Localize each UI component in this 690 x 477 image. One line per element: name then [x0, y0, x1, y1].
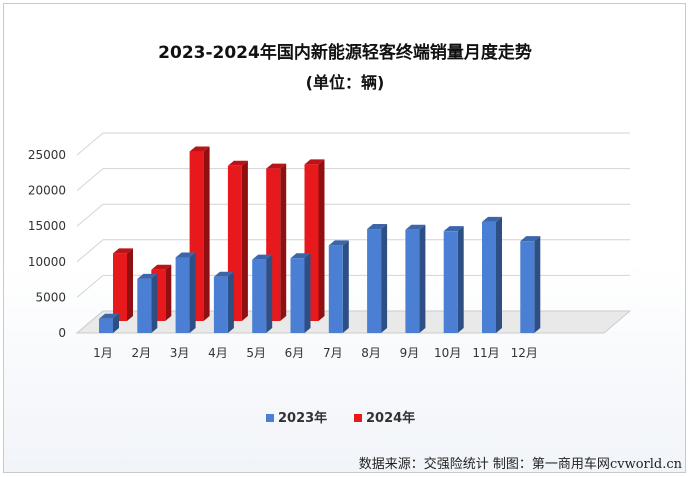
- bar-top: [290, 253, 311, 259]
- gridline: [76, 132, 630, 156]
- gridline: [76, 239, 630, 263]
- x-tick-label: 10月: [434, 346, 461, 360]
- bar-side: [318, 159, 325, 321]
- source-note: 数据来源：交强险统计 制图：第一商用车网cvworld.cn: [359, 453, 682, 472]
- bar-top: [266, 163, 287, 169]
- legend-item: 2024年: [354, 410, 415, 426]
- bar-side: [165, 264, 172, 321]
- chart-subtitle: (单位：辆): [305, 73, 385, 92]
- gridline: [76, 203, 630, 227]
- legend-swatch: [266, 414, 274, 422]
- bar-top: [328, 240, 349, 246]
- bar-2023: [252, 254, 273, 333]
- bar-front: [443, 231, 458, 333]
- bar-2023: [482, 216, 502, 333]
- bar-top: [443, 226, 464, 232]
- bar-side: [266, 254, 273, 333]
- bar-top: [189, 146, 210, 152]
- x-tick-label: 2月: [131, 346, 151, 360]
- bar-front: [290, 258, 305, 333]
- bar-front: [175, 257, 190, 333]
- bar-front: [520, 241, 535, 333]
- x-tick-label: 1月: [93, 346, 113, 360]
- bar-front: [213, 276, 228, 333]
- y-tick-label: 10000: [28, 255, 66, 269]
- bar-top: [151, 264, 172, 270]
- y-tick-label: 25000: [28, 148, 66, 162]
- y-tick-label: 20000: [28, 184, 66, 198]
- legend-label: 2024年: [366, 410, 415, 426]
- bar-top: [482, 216, 502, 222]
- bar-top: [137, 273, 158, 279]
- bar-front: [113, 253, 127, 321]
- x-tick-label: 8月: [361, 346, 381, 360]
- bar-side: [203, 146, 210, 321]
- y-tick-label: 5000: [35, 290, 66, 304]
- gridline: [76, 168, 630, 191]
- bar-2023: [290, 253, 311, 333]
- bar-2023: [328, 240, 349, 333]
- legend-item: 2023年: [266, 410, 327, 426]
- bar-2023: [520, 236, 541, 333]
- bar-front: [99, 318, 113, 333]
- bar-2023: [99, 313, 119, 333]
- bar-side: [381, 224, 388, 333]
- legend-swatch: [354, 414, 362, 422]
- bar-2023: [405, 224, 426, 333]
- bar-front: [137, 278, 152, 333]
- bar-top: [227, 160, 248, 166]
- bar-side: [304, 253, 311, 333]
- bar-side: [189, 252, 196, 333]
- bar-side: [457, 226, 464, 333]
- x-tick-label: 4月: [208, 346, 228, 360]
- bar-side: [127, 248, 133, 321]
- bar-top: [520, 236, 541, 242]
- x-tick-label: 9月: [400, 346, 420, 360]
- bar-top: [213, 271, 234, 277]
- bar-top: [367, 224, 388, 230]
- y-tick-label: 0: [58, 326, 66, 340]
- bar-side: [419, 224, 426, 333]
- chart-title: 2023-2024年国内新能源轻客终端销量月度走势: [158, 43, 532, 63]
- x-tick-label: 6月: [285, 346, 305, 360]
- bar-2023: [137, 273, 158, 333]
- bar-front: [328, 245, 343, 333]
- x-tick-label: 11月: [472, 346, 499, 360]
- bar-side: [241, 160, 248, 321]
- bar-2023: [443, 226, 464, 333]
- bar-side: [496, 216, 502, 333]
- bar-2023: [213, 271, 234, 333]
- bar-side: [534, 236, 541, 333]
- chart-frame: [3, 3, 686, 473]
- bar-side: [113, 313, 119, 333]
- bar-front: [252, 259, 267, 333]
- y-tick-label: 15000: [28, 219, 66, 233]
- bar-2023: [367, 224, 388, 333]
- bar-side: [151, 273, 158, 333]
- bar-side: [280, 163, 287, 321]
- bar-front: [367, 229, 382, 333]
- bar-top: [175, 252, 196, 258]
- bar-2024: [113, 248, 133, 321]
- x-tick-label: 3月: [170, 346, 190, 360]
- bar-side: [342, 240, 349, 333]
- bar-top: [252, 254, 273, 260]
- watermark-text: cvworld.cn: [609, 457, 682, 472]
- bar-top: [99, 313, 119, 319]
- bar-top: [113, 248, 133, 254]
- source-text: 数据来源：交强险统计 制图：第一商用车网: [358, 457, 610, 472]
- x-tick-label: 5月: [246, 346, 266, 360]
- bar-top: [405, 224, 426, 230]
- bar-top: [304, 159, 325, 165]
- bar-front: [482, 221, 496, 333]
- bar-2023: [175, 252, 196, 333]
- bar-side: [227, 271, 234, 333]
- x-tick-label: 12月: [511, 346, 538, 360]
- bar-front: [405, 229, 420, 333]
- x-tick-label: 7月: [323, 346, 343, 360]
- legend-label: 2023年: [278, 410, 327, 426]
